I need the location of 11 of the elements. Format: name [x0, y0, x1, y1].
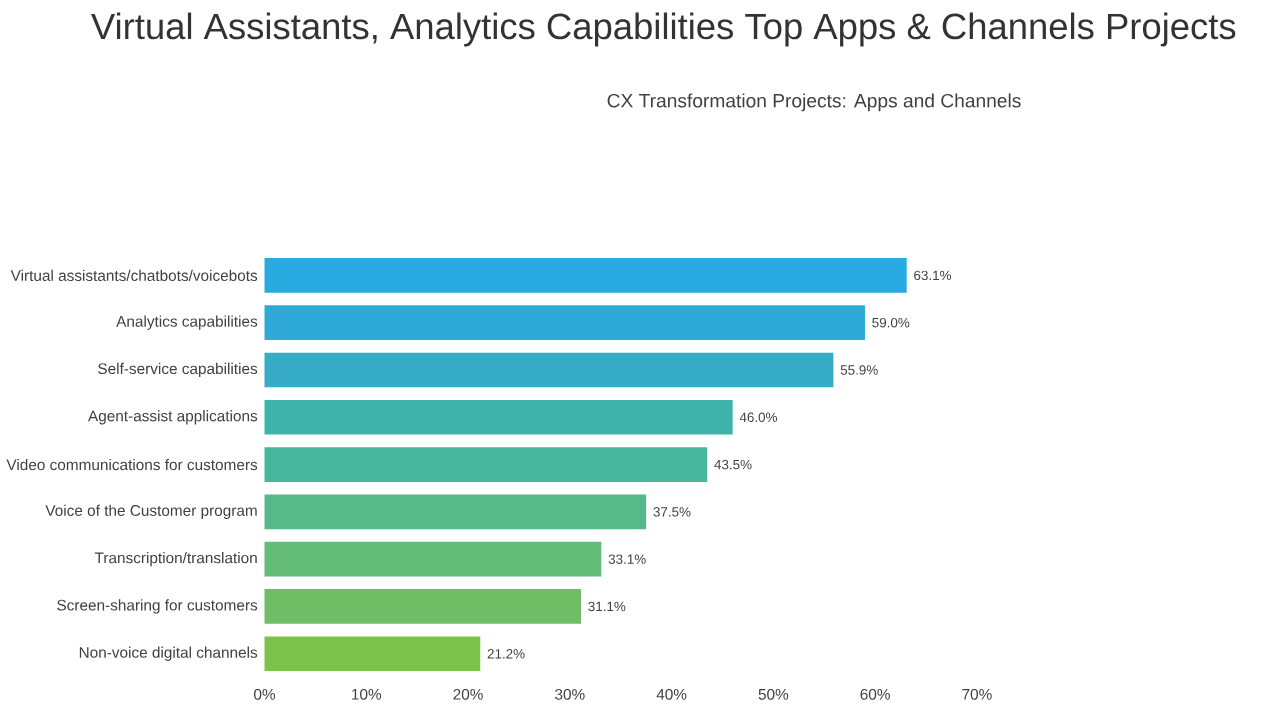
bar — [264, 589, 582, 624]
bar — [264, 447, 708, 482]
bar — [264, 541, 602, 577]
bar — [264, 352, 834, 388]
bar — [264, 636, 481, 672]
bar — [264, 257, 907, 293]
chart-title: Virtual Assistants, Analytics Capabilities Top Apps & Channels Projects — [91, 12, 1236, 47]
bar — [264, 399, 733, 435]
chart-subtitle: CX Transformation Projects: Apps and Channels — [607, 93, 1021, 112]
bar — [264, 494, 647, 530]
bar — [264, 305, 865, 340]
